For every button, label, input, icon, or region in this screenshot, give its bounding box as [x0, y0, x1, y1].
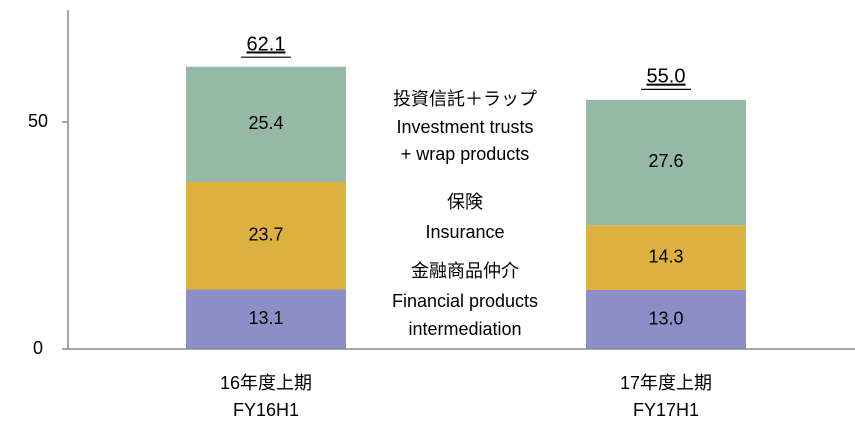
legend-label: Investment trusts — [396, 117, 533, 137]
value-label: 25.4 — [248, 113, 283, 133]
bar-segment — [186, 289, 346, 349]
legend-label: 保険 — [447, 192, 483, 212]
x-tick-label: 16年度上期 — [220, 373, 312, 393]
value-label: 13.0 — [648, 308, 683, 328]
legend-label: intermediation — [408, 319, 521, 339]
y-tick-label: 0 — [33, 338, 43, 358]
total-label: 55.0 — [647, 66, 686, 88]
bar-segment — [586, 225, 746, 291]
y-tick-label: 50 — [28, 111, 48, 131]
total-label: 62.1 — [247, 33, 286, 55]
bar-segment — [586, 290, 746, 349]
legend-label: Financial products — [392, 291, 538, 311]
value-label: 14.3 — [648, 246, 683, 266]
legend-label: 投資信託＋ラップ — [393, 89, 537, 109]
x-tick-label: FY16H1 — [233, 400, 299, 420]
value-label: 27.6 — [648, 151, 683, 171]
legend-label: Insurance — [425, 222, 504, 242]
x-tick-label: FY17H1 — [633, 400, 699, 420]
legend-label: 金融商品仲介 — [411, 261, 519, 281]
bar-segment — [186, 181, 346, 290]
bar-segment — [186, 66, 346, 182]
x-tick-label: 17年度上期 — [620, 373, 712, 393]
value-label: 13.1 — [248, 308, 283, 328]
bar-segment — [586, 99, 746, 226]
value-label: 23.7 — [248, 225, 283, 245]
legend-label: + wrap products — [401, 144, 530, 164]
